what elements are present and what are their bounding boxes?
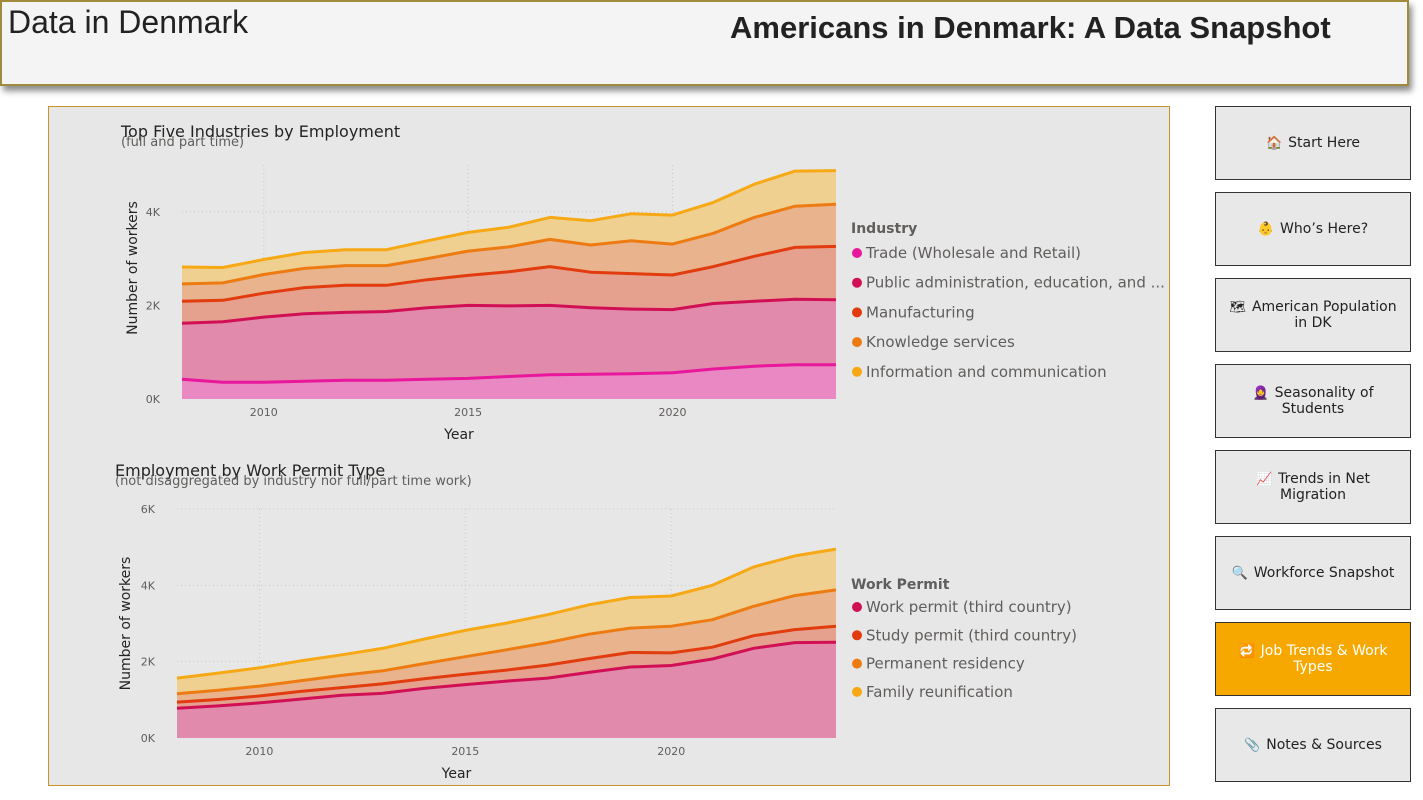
nav-button-content: 🧕 Seasonality of Students: [1222, 385, 1404, 417]
chart-subtitle: (not disaggregated by industry nor full/…: [115, 474, 472, 489]
area-knowledge-services: [182, 204, 836, 302]
legend-item: Family reunification: [866, 683, 1013, 701]
legend-item: Work permit (third country): [866, 598, 1072, 616]
site-title: Data in Denmark: [8, 4, 249, 40]
legend-marker: [852, 686, 862, 697]
legend-item: Knowledge services: [866, 333, 1015, 351]
area-public-administration-education-and: [182, 299, 836, 383]
paperclip-icon: 📎: [1244, 738, 1261, 753]
x-tick-label: 2020: [657, 745, 685, 758]
nav-button-content: 📈 Trends in Net Migration: [1222, 471, 1404, 503]
map-icon: 🗺: [1229, 300, 1246, 315]
x-tick-label: 2010: [250, 406, 278, 419]
legend-marker: [852, 630, 862, 641]
repeat-icon: 🔁: [1238, 644, 1255, 659]
y-axis-title: Number of workers: [125, 201, 141, 335]
student-icon: 🧕: [1252, 386, 1269, 401]
x-tick-label: 2010: [245, 745, 273, 758]
house-icon: 🏠: [1265, 136, 1283, 151]
nav-button-label: Seasonality of Students: [1274, 385, 1374, 417]
legend-item: Trade (Wholesale and Retail): [865, 244, 1081, 262]
series-line-permanent-residency: [176, 588, 837, 696]
nav-button-who-s-here[interactable]: 👶 Who’s Here?: [1215, 192, 1411, 266]
legend-marker: [852, 337, 862, 348]
legend-marker: [852, 658, 862, 669]
nav-button-label: American Population in DK: [1251, 299, 1397, 331]
x-axis-title: Year: [441, 766, 472, 782]
page-title: Americans in Denmark: A Data Snapshot: [730, 10, 1331, 45]
y-tick-label: 0K: [146, 393, 161, 406]
y-axis-title: Number of workers: [118, 557, 134, 691]
legend-item: Permanent residency: [866, 655, 1025, 673]
y-tick-label: 4K: [141, 579, 156, 592]
x-tick-label: 2015: [454, 406, 482, 419]
nav-button-workforce-snapshot[interactable]: 🔍 Workforce Snapshot: [1215, 536, 1411, 610]
x-axis-title: Year: [443, 427, 474, 443]
nav-button-american-population-in-dk[interactable]: 🗺 American Population in DK: [1215, 278, 1411, 352]
legend-item: Manufacturing: [866, 303, 975, 321]
series-line-work-permit-third-country: [176, 640, 837, 710]
x-tick-label: 2020: [659, 406, 687, 419]
legend-marker: [852, 307, 862, 318]
x-tick-label: 2015: [451, 745, 479, 758]
nav-button-start-here[interactable]: 🏠 Start Here: [1215, 106, 1411, 180]
series-line-family-reunification: [176, 547, 837, 680]
y-tick-label: 0K: [141, 732, 156, 745]
nav-button-label: Workforce Snapshot: [1253, 565, 1395, 581]
nav-button-notes-sources[interactable]: 📎 Notes & Sources: [1215, 708, 1411, 782]
legend-marker: [852, 602, 862, 612]
area-permanent-residency: [177, 589, 836, 703]
series-line-trade-wholesale-and-retail: [181, 363, 836, 384]
nav-button-content: 👶 Who’s Here?: [1258, 221, 1368, 237]
y-tick-label: 2K: [141, 656, 156, 669]
nav-button-job-trends-work-types[interactable]: 🔁 Job Trends & Work Types: [1215, 622, 1411, 696]
nav-button-label: Notes & Sources: [1266, 737, 1382, 753]
nav-button-content: 🔍 Workforce Snapshot: [1232, 565, 1395, 581]
area-family-reunification: [177, 549, 836, 694]
series-line-public-administration-education-and: [181, 297, 837, 325]
legend-title: Industry: [851, 221, 917, 237]
header-banner: Data in Denmark Americans in Denmark: A …: [0, 0, 1409, 86]
person-icon: 👶: [1257, 222, 1275, 237]
charts-canvas: Top Five Industries by Employment(full a…: [115, 122, 1165, 782]
legend-item: Public administration, education, and ..…: [866, 274, 1165, 292]
nav-button-label: Job Trends & Work Types: [1260, 643, 1388, 675]
y-tick-label: 4K: [146, 206, 161, 219]
chart-increasing-icon: 📈: [1255, 472, 1273, 487]
legend-item: Information and communication: [866, 363, 1107, 381]
legend-marker: [852, 248, 862, 258]
nav-button-content: 📎 Notes & Sources: [1244, 737, 1382, 753]
series-line-manufacturing: [181, 244, 837, 303]
series-line-information-and-communication: [181, 169, 837, 269]
legend-item: Study permit (third country): [866, 626, 1077, 644]
y-tick-label: 6K: [141, 503, 156, 516]
nav-button-label: Trends in Net Migration: [1278, 471, 1371, 503]
nav-button-content: 🏠 Start Here: [1266, 135, 1360, 151]
nav-button-content: 🔁 Job Trends & Work Types: [1222, 643, 1404, 675]
nav-button-label: Who’s Here?: [1280, 221, 1369, 237]
magnifier-icon: 🔍: [1231, 566, 1248, 581]
chart-subtitle: (full and part time): [121, 135, 244, 150]
series-line-knowledge-services: [181, 202, 837, 286]
nav-button-label: Start Here: [1288, 135, 1361, 151]
y-tick-label: 2K: [146, 299, 161, 312]
chart-title: Top Five Industries by Employment: [120, 122, 400, 141]
legend-title: Work Permit: [851, 577, 950, 593]
charts-panel: Top Five Industries by Employment (full a…: [48, 106, 1170, 786]
legend-marker: [852, 277, 862, 288]
chart-title: Employment by Work Permit Type: [115, 461, 385, 480]
legend-marker: [852, 366, 862, 377]
nav-button-content: 🗺 American Population in DK: [1222, 299, 1404, 331]
series-line-study-permit-third-country: [176, 624, 837, 704]
nav-button-trends-in-net-migration[interactable]: 📈 Trends in Net Migration: [1215, 450, 1411, 524]
nav-button-seasonality-of-students[interactable]: 🧕 Seasonality of Students: [1215, 364, 1411, 438]
area-manufacturing: [182, 246, 836, 324]
